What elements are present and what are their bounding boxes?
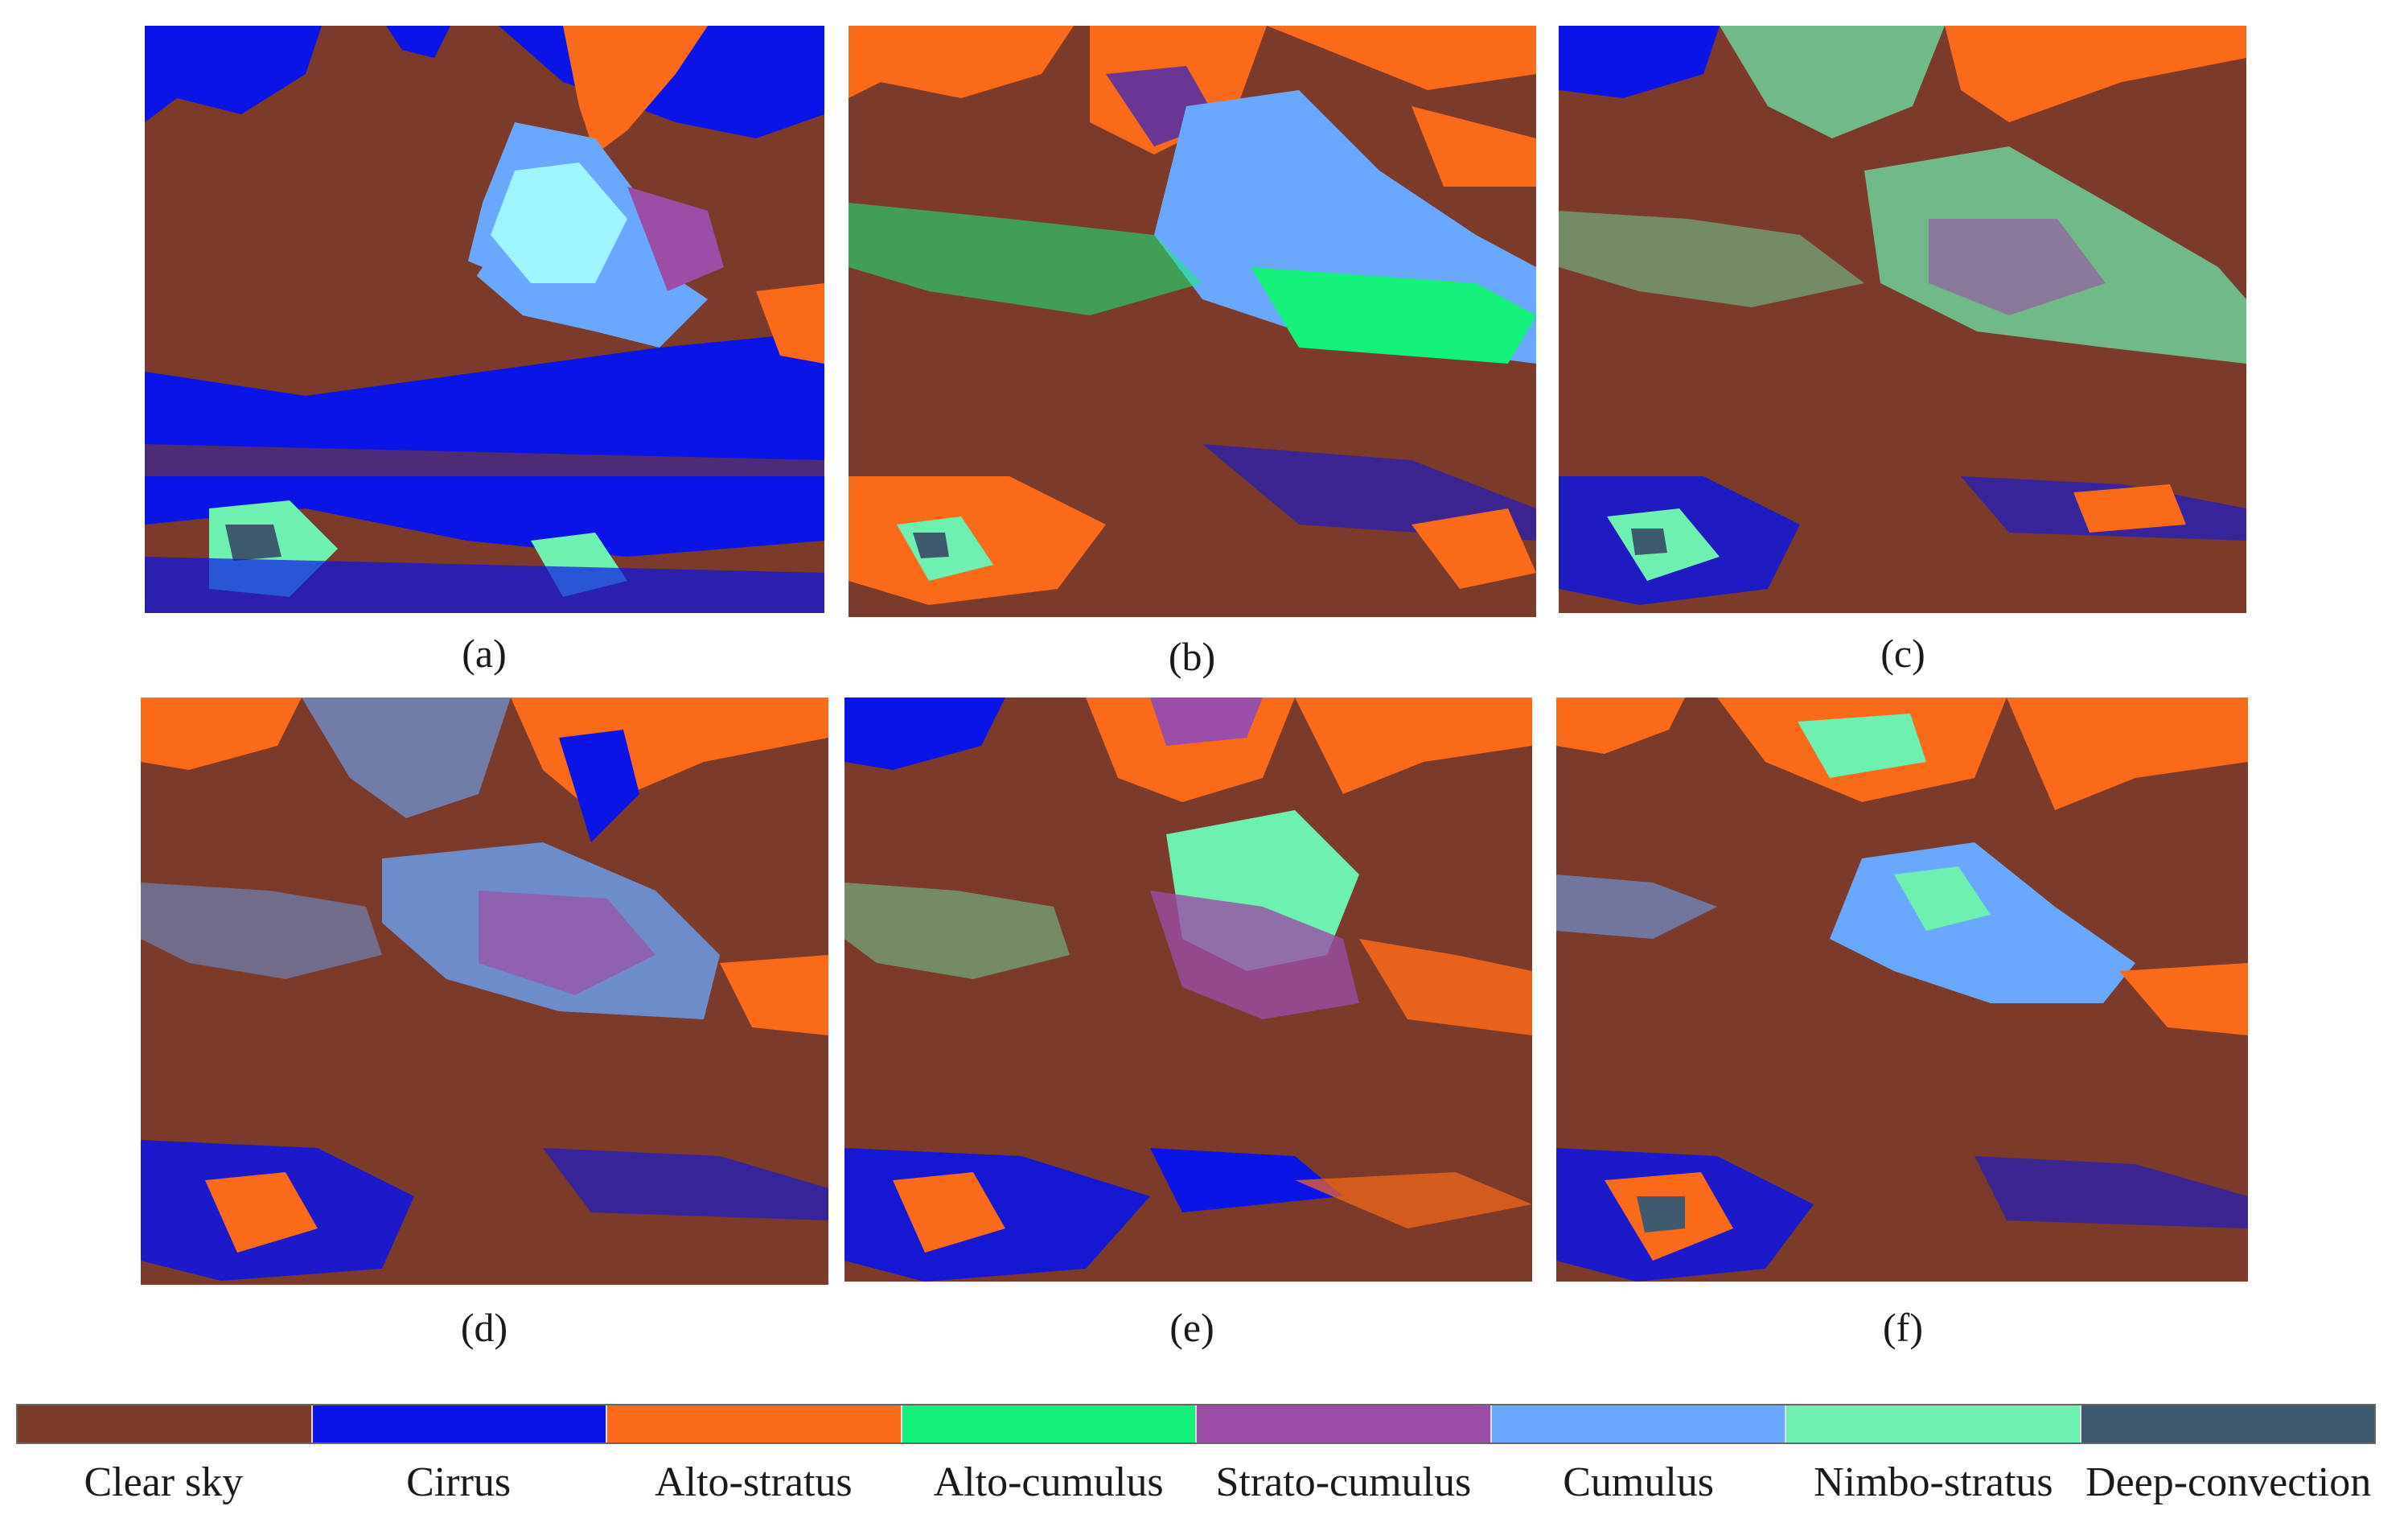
legend-colorbar xyxy=(16,1404,2376,1444)
panel-label-c: (c) xyxy=(1880,631,1925,676)
legend-swatch-alto-stratus xyxy=(607,1405,902,1442)
legend-label-nimbo-stratus: Nimbo-stratus xyxy=(1814,1459,2053,1505)
legend-swatch-cirrus xyxy=(312,1405,607,1442)
legend-label-alto-stratus: Alto-stratus xyxy=(655,1459,853,1505)
legend-labels: Clear sky Cirrus Alto-stratus Alto-cumul… xyxy=(16,1455,2376,1511)
legend-label-alto-cumulus: Alto-cumulus xyxy=(933,1459,1164,1505)
legend-swatch-nimbo-stratus xyxy=(1786,1405,2081,1442)
legend-label-cirrus: Cirrus xyxy=(406,1459,512,1505)
legend-swatch-strato-cumulus xyxy=(1197,1405,1492,1442)
classification-map-e xyxy=(844,698,1532,1282)
classification-map-d xyxy=(141,698,828,1285)
legend-swatch-alto-cumulus xyxy=(902,1405,1197,1442)
panel-label-a: (a) xyxy=(462,631,507,676)
panel-label-e: (e) xyxy=(1169,1305,1214,1350)
legend-swatch-clear-sky xyxy=(18,1405,313,1442)
classification-map-b xyxy=(849,26,1536,617)
panel-label-d: (d) xyxy=(460,1305,508,1350)
classification-map-a xyxy=(145,26,824,613)
legend-swatch-deep-convection xyxy=(2081,1405,2374,1442)
panel-label-f: (f) xyxy=(1883,1305,1923,1350)
panel-label-b: (b) xyxy=(1168,634,1216,679)
legend-swatch-cumulus xyxy=(1491,1405,1786,1442)
legend-label-strato-cumulus: Strato-cumulus xyxy=(1215,1459,1472,1505)
legend-label-clear-sky: Clear sky xyxy=(84,1459,244,1505)
classification-map-c xyxy=(1559,26,2246,613)
classification-map-f xyxy=(1556,698,2248,1282)
legend-label-cumulus: Cumulus xyxy=(1563,1459,1715,1505)
legend-label-deep-convection: Deep-convection xyxy=(2085,1459,2372,1505)
